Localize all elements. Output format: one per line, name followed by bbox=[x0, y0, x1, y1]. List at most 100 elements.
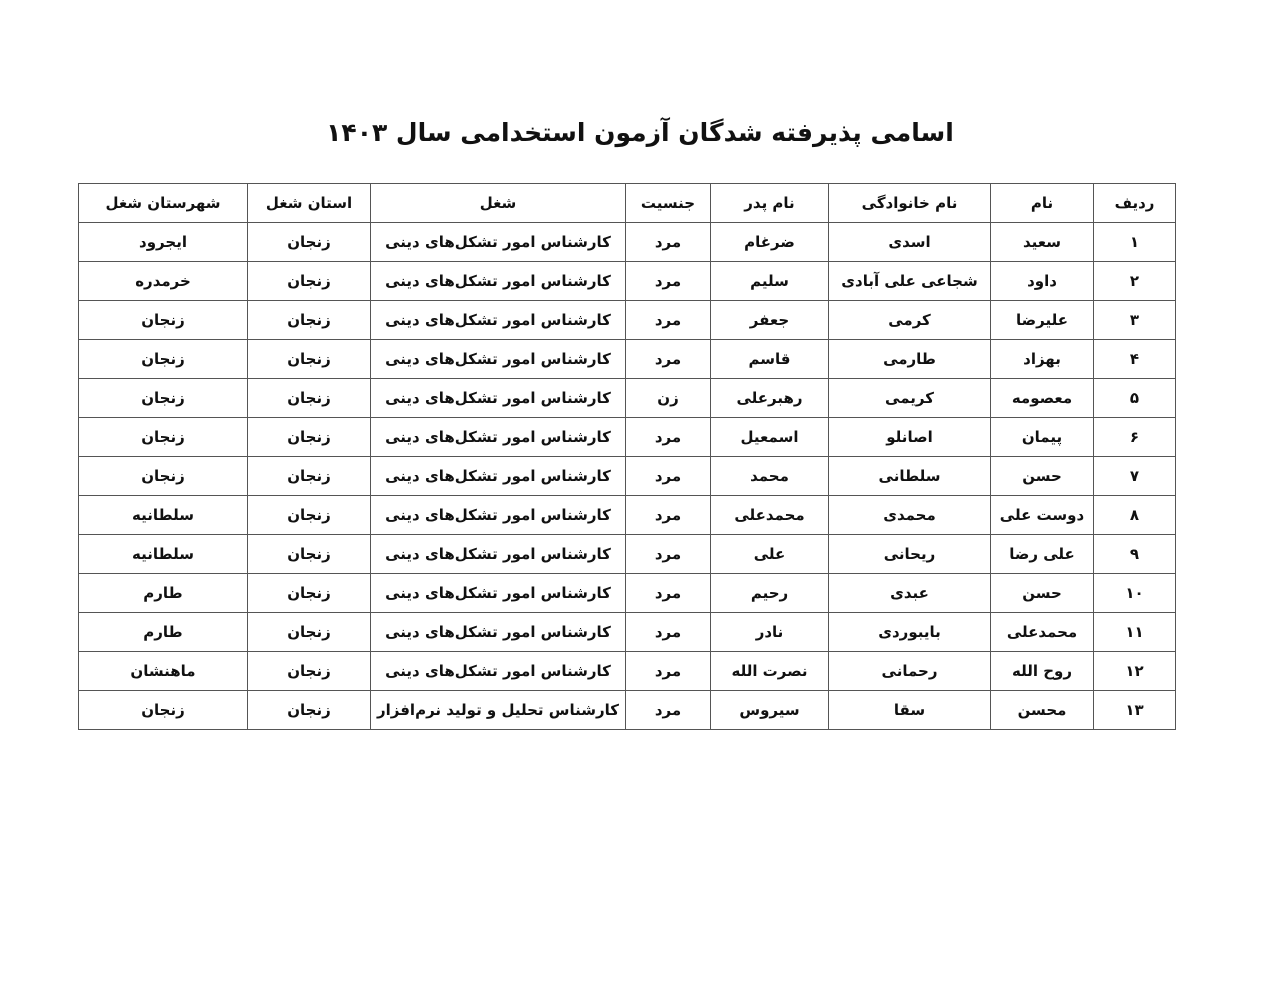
cell-row-number: ۲ bbox=[1093, 261, 1176, 301]
cell-gender: مرد bbox=[625, 222, 711, 262]
table-row: ۳ علیرضا کرمی جعفر مرد کارشناس امور تشکل‌های … bbox=[78, 300, 1176, 340]
cell-city: طارم bbox=[78, 612, 248, 652]
cell-province: زنجان bbox=[247, 573, 371, 613]
cell-last-name: ریحانی bbox=[828, 534, 991, 574]
table-body: ۱ سعید اسدی ضرغام مرد کارشناس امور تشکل‌های د… bbox=[78, 222, 1176, 730]
cell-row-number: ۴ bbox=[1093, 339, 1176, 379]
cell-father-name: نصرت الله bbox=[710, 651, 829, 691]
cell-father-name: رحیم bbox=[710, 573, 829, 613]
cell-first-name: بهزاد bbox=[990, 339, 1094, 379]
cell-job: کارشناس امور تشکل‌های دینی bbox=[370, 378, 626, 418]
cell-gender: زن bbox=[625, 378, 711, 418]
header-first-name: نام bbox=[990, 183, 1094, 223]
cell-father-name: محمدعلی bbox=[710, 495, 829, 535]
cell-gender: مرد bbox=[625, 573, 711, 613]
cell-job: کارشناس امور تشکل‌های دینی bbox=[370, 261, 626, 301]
cell-province: زنجان bbox=[247, 495, 371, 535]
cell-city: زنجان bbox=[78, 339, 248, 379]
cell-first-name: سعید bbox=[990, 222, 1094, 262]
table-row: ۶ پیمان اصانلو اسمعیل مرد کارشناس امور تشکل‌ه… bbox=[78, 417, 1176, 457]
cell-row-number: ۳ bbox=[1093, 300, 1176, 340]
cell-first-name: حسن bbox=[990, 456, 1094, 496]
header-last-name: نام خانوادگی bbox=[828, 183, 991, 223]
cell-last-name: سقا bbox=[828, 690, 991, 730]
cell-job: کارشناس امور تشکل‌های دینی bbox=[370, 417, 626, 457]
table-row: ۷ حسن سلطانی محمد مرد کارشناس امور تشکل‌های د… bbox=[78, 456, 1176, 496]
cell-gender: مرد bbox=[625, 456, 711, 496]
cell-last-name: کریمی bbox=[828, 378, 991, 418]
cell-first-name: روح الله bbox=[990, 651, 1094, 691]
cell-last-name: طارمی bbox=[828, 339, 991, 379]
cell-job: کارشناس امور تشکل‌های دینی bbox=[370, 339, 626, 379]
cell-father-name: رهبرعلی bbox=[710, 378, 829, 418]
cell-city: زنجان bbox=[78, 456, 248, 496]
cell-last-name: اصانلو bbox=[828, 417, 991, 457]
cell-province: زنجان bbox=[247, 339, 371, 379]
cell-province: زنجان bbox=[247, 300, 371, 340]
table-row: ۸ دوست علی محمدی محمدعلی مرد کارشناس امور تشک… bbox=[78, 495, 1176, 535]
cell-last-name: اسدی bbox=[828, 222, 991, 262]
cell-row-number: ۷ bbox=[1093, 456, 1176, 496]
table-row: ۹ علی رضا ریحانی علی مرد کارشناس امور تشکل‌ها… bbox=[78, 534, 1176, 574]
cell-gender: مرد bbox=[625, 495, 711, 535]
cell-row-number: ۱۱ bbox=[1093, 612, 1176, 652]
cell-first-name: حسن bbox=[990, 573, 1094, 613]
cell-first-name: دوست علی bbox=[990, 495, 1094, 535]
cell-row-number: ۱۲ bbox=[1093, 651, 1176, 691]
table-row: ۱۳ محسن سقا سیروس مرد کارشناس تحلیل و تولید ن… bbox=[78, 690, 1176, 730]
header-row: ردیف نام نام خانوادگی نام پدر جنسیت شغل … bbox=[78, 183, 1176, 223]
cell-job: کارشناس امور تشکل‌های دینی bbox=[370, 300, 626, 340]
table-row: ۱ سعید اسدی ضرغام مرد کارشناس امور تشکل‌های د… bbox=[78, 222, 1176, 262]
cell-province: زنجان bbox=[247, 612, 371, 652]
table-row: ۵ معصومه کریمی رهبرعلی زن کارشناس امور تشکل‌ه… bbox=[78, 378, 1176, 418]
cell-city: زنجان bbox=[78, 417, 248, 457]
cell-job: کارشناس امور تشکل‌های دینی bbox=[370, 222, 626, 262]
table-row: ۱۰ حسن عبدی رحیم مرد کارشناس امور تشکل‌های دی… bbox=[78, 573, 1176, 613]
cell-city: زنجان bbox=[78, 300, 248, 340]
cell-father-name: جعفر bbox=[710, 300, 829, 340]
cell-gender: مرد bbox=[625, 417, 711, 457]
cell-gender: مرد bbox=[625, 690, 711, 730]
cell-gender: مرد bbox=[625, 300, 711, 340]
cell-gender: مرد bbox=[625, 534, 711, 574]
table-row: ۴ بهزاد طارمی قاسم مرد کارشناس امور تشکل‌های … bbox=[78, 339, 1176, 379]
cell-last-name: شجاعی علی آبادی bbox=[828, 261, 991, 301]
cell-city: زنجان bbox=[78, 378, 248, 418]
cell-row-number: ۱۳ bbox=[1093, 690, 1176, 730]
cell-first-name: داود bbox=[990, 261, 1094, 301]
cell-father-name: سیروس bbox=[710, 690, 829, 730]
cell-last-name: محمدی bbox=[828, 495, 991, 535]
cell-gender: مرد bbox=[625, 651, 711, 691]
header-city: شهرستان شغل bbox=[78, 183, 248, 223]
cell-job: کارشناس امور تشکل‌های دینی bbox=[370, 456, 626, 496]
cell-job: کارشناس امور تشکل‌های دینی bbox=[370, 495, 626, 535]
cell-row-number: ۹ bbox=[1093, 534, 1176, 574]
cell-city: ایجرود bbox=[78, 222, 248, 262]
header-father-name: نام پدر bbox=[710, 183, 829, 223]
cell-job: کارشناس امور تشکل‌های دینی bbox=[370, 573, 626, 613]
cell-city: سلطانیه bbox=[78, 534, 248, 574]
cell-province: زنجان bbox=[247, 378, 371, 418]
cell-first-name: محمدعلی bbox=[990, 612, 1094, 652]
header-job: شغل bbox=[370, 183, 626, 223]
cell-job: کارشناس امور تشکل‌های دینی bbox=[370, 534, 626, 574]
cell-father-name: نادر bbox=[710, 612, 829, 652]
table-row: ۲ داود شجاعی علی آبادی سلیم مرد کارشناس امور … bbox=[78, 261, 1176, 301]
cell-first-name: محسن bbox=[990, 690, 1094, 730]
cell-job: کارشناس تحلیل و تولید نرم‌افزار bbox=[370, 690, 626, 730]
cell-father-name: ضرغام bbox=[710, 222, 829, 262]
cell-province: زنجان bbox=[247, 534, 371, 574]
cell-father-name: قاسم bbox=[710, 339, 829, 379]
cell-row-number: ۶ bbox=[1093, 417, 1176, 457]
cell-father-name: اسمعیل bbox=[710, 417, 829, 457]
cell-first-name: معصومه bbox=[990, 378, 1094, 418]
table-row: ۱۱ محمدعلی بایبوردی نادر مرد کارشناس امور تشک… bbox=[78, 612, 1176, 652]
cell-first-name: علی رضا bbox=[990, 534, 1094, 574]
cell-last-name: بایبوردی bbox=[828, 612, 991, 652]
cell-first-name: پیمان bbox=[990, 417, 1094, 457]
cell-last-name: کرمی bbox=[828, 300, 991, 340]
table-row: ۱۲ روح الله رحمانی نصرت الله مرد کارشناس امور… bbox=[78, 651, 1176, 691]
cell-job: کارشناس امور تشکل‌های دینی bbox=[370, 612, 626, 652]
cell-father-name: سلیم bbox=[710, 261, 829, 301]
cell-city: طارم bbox=[78, 573, 248, 613]
